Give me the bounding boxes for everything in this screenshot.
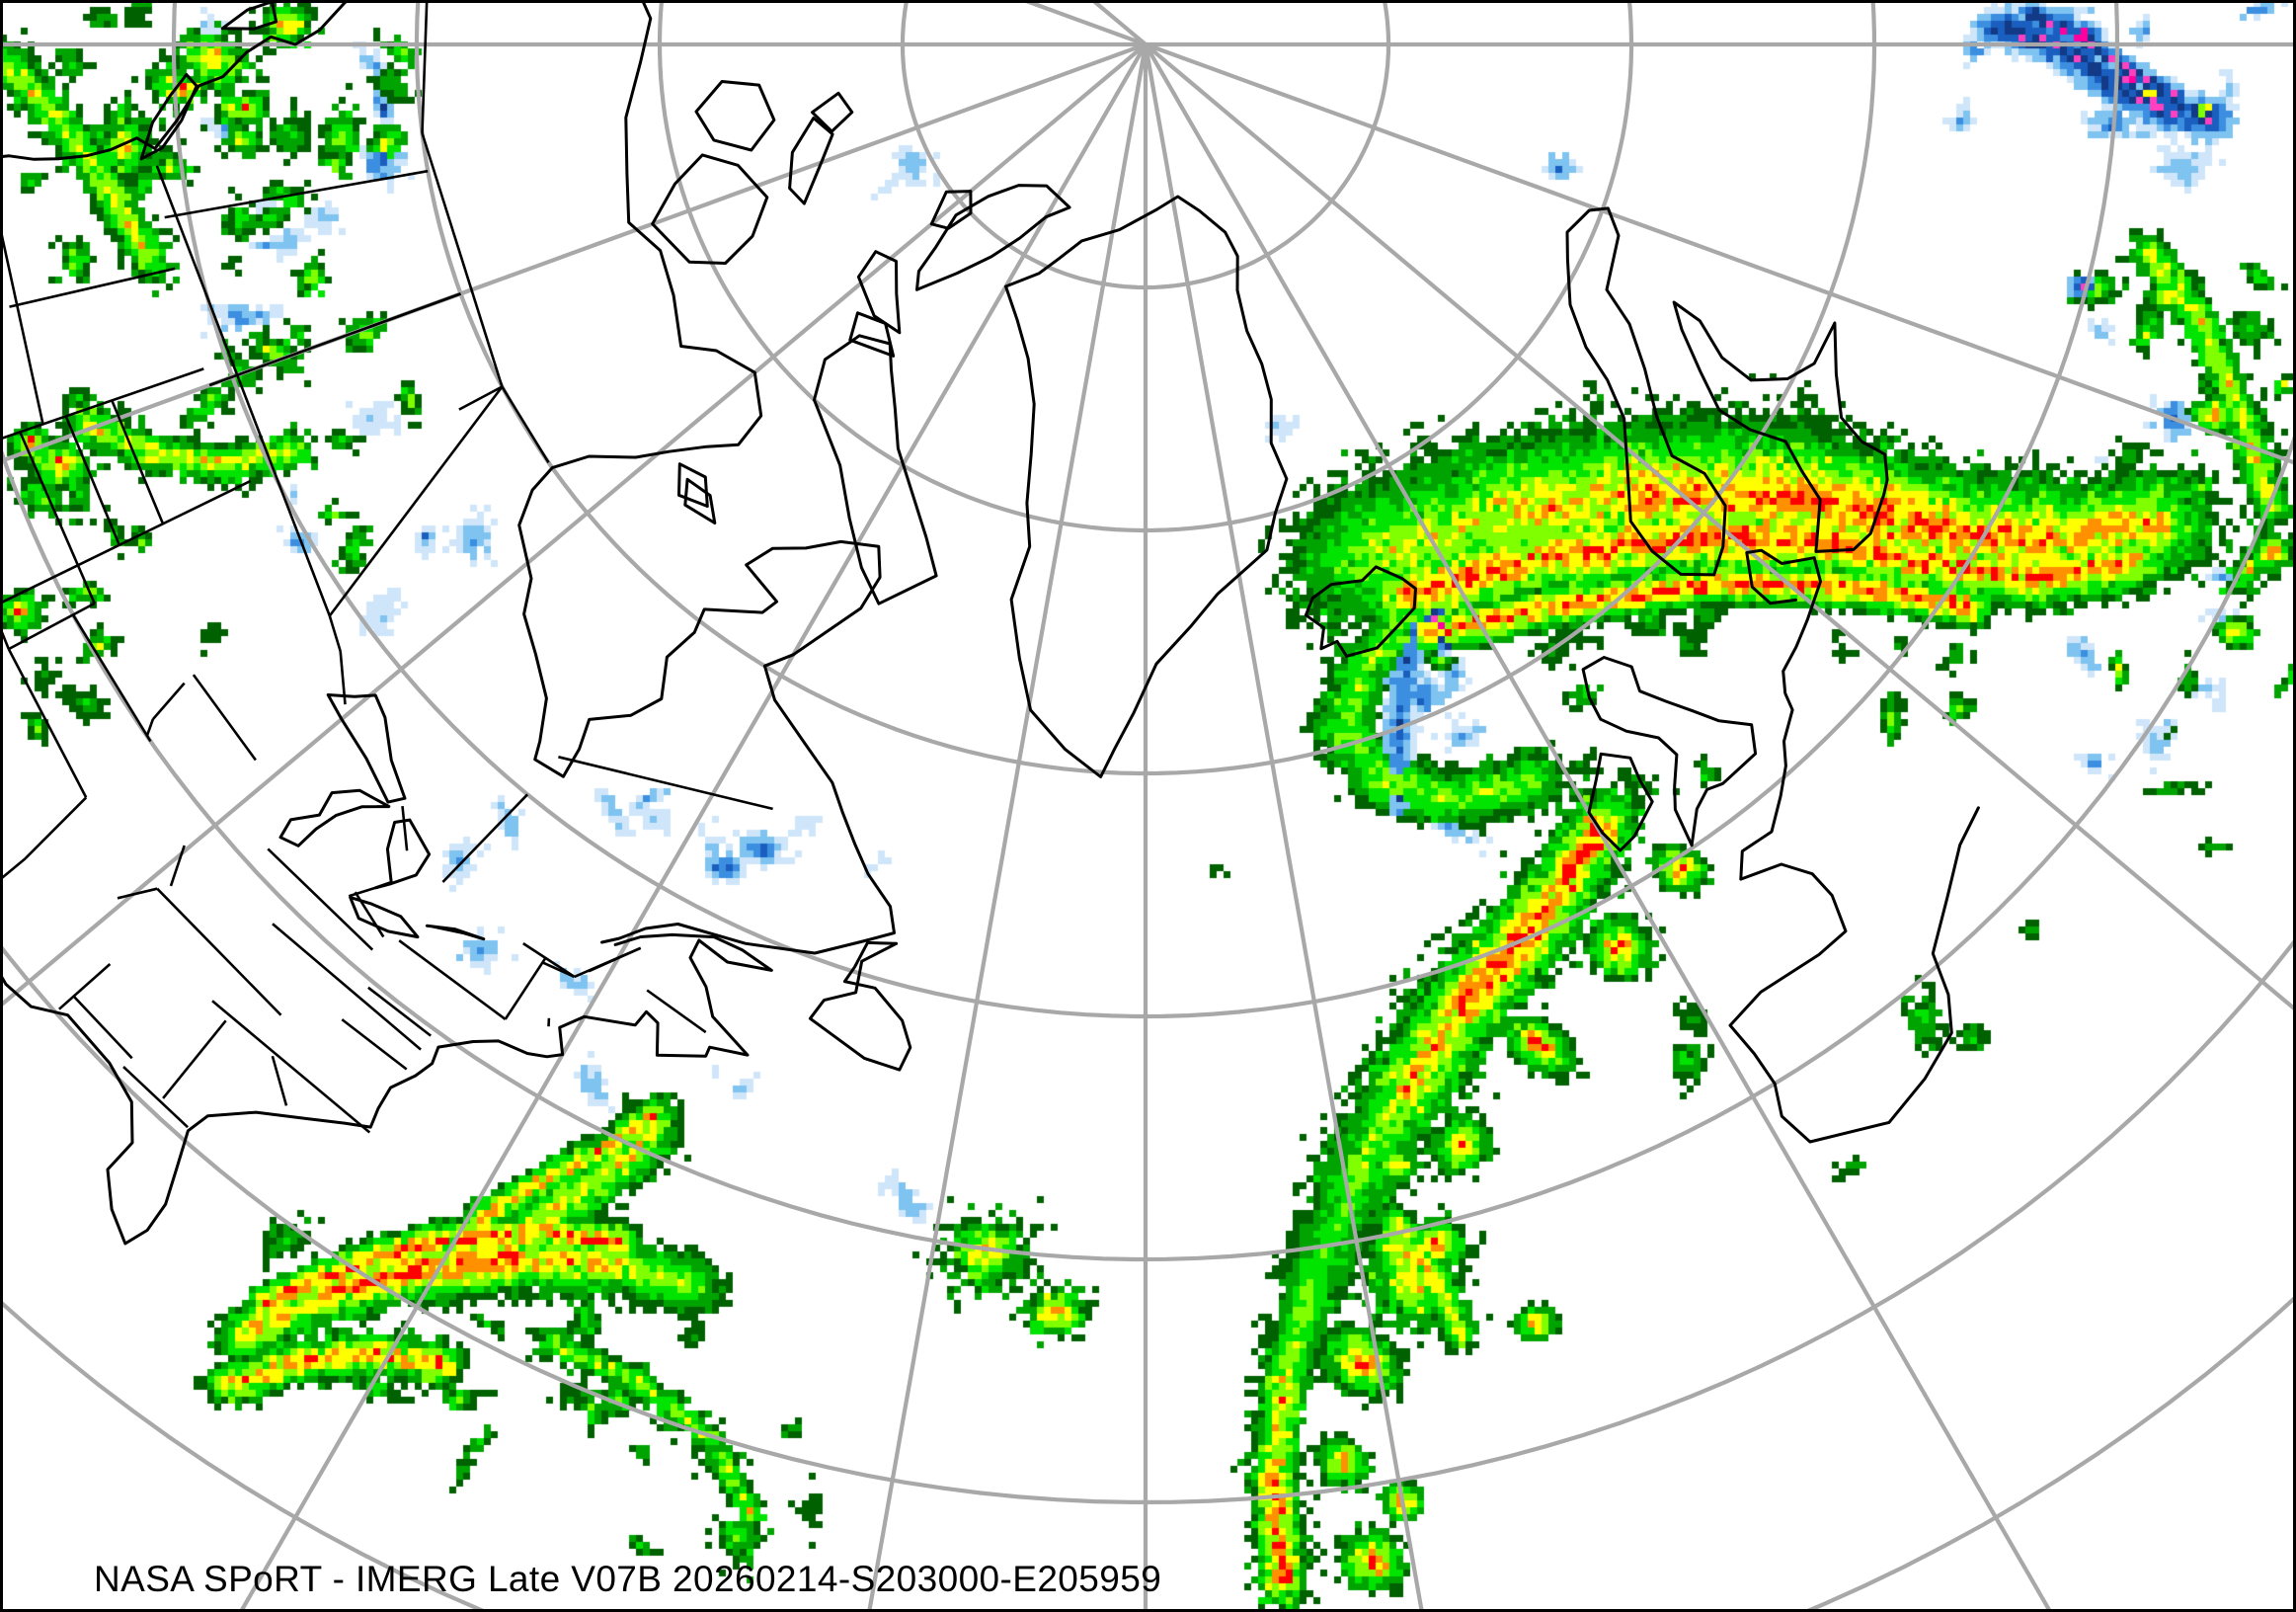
- coastline-greatlakes-erie: [349, 896, 420, 939]
- admin-border-30: [169, 845, 186, 887]
- meridian-line-10: [1144, 42, 2296, 1013]
- admin-border-21: [192, 674, 257, 762]
- admin-border-18: [7, 648, 88, 799]
- admin-border-4: [348, 886, 376, 898]
- admin-border-22: [151, 682, 186, 720]
- admin-border-12: [111, 399, 165, 524]
- admin-border-5: [354, 891, 385, 938]
- meridian-line--50: [867, 43, 1148, 1612]
- admin-border-8: [0, 367, 204, 441]
- admin-border-36: [421, 0, 429, 133]
- coastline-banks: [694, 80, 776, 152]
- admin-border-43: [558, 756, 773, 811]
- meridian-line--90: [0, 42, 1148, 1009]
- coastline-greenland: [1004, 195, 1289, 778]
- coastline-prince-patrick: [811, 91, 854, 133]
- admin-border-26: [156, 887, 282, 1016]
- latitude-line-40: [0, 427, 2296, 1262]
- meridian-line--10: [1144, 42, 2053, 1612]
- admin-border-3: [401, 805, 409, 851]
- admin-border-9: [9, 267, 176, 308]
- latitude-line-80: [900, 0, 1391, 290]
- coastline-ellesmere: [915, 184, 1071, 291]
- coastline-greatlakes-sup: [326, 693, 407, 804]
- admin-border-49: [341, 1018, 408, 1071]
- coastline-greatlakes-ont: [425, 924, 486, 941]
- coastline-melville: [788, 117, 834, 205]
- coastline-greatlakes-mich: [278, 788, 391, 847]
- coastline-vancouver-isl: [139, 73, 198, 161]
- admin-border-17: [71, 613, 152, 743]
- admin-border-11: [0, 479, 252, 605]
- coastline-axel: [929, 190, 973, 230]
- admin-border-53: [541, 961, 576, 979]
- admin-border-0: [155, 165, 332, 616]
- admin-border-2: [339, 651, 347, 705]
- latitude-line-70: [657, 0, 1634, 533]
- admin-border-14: [19, 431, 96, 604]
- admin-border-52: [504, 957, 547, 1020]
- product-caption: NASA SPoRT - IMERG Late V07B 20260214-S2…: [94, 1559, 1162, 1599]
- admin-border-31: [58, 963, 112, 1010]
- admin-border-29: [267, 847, 374, 951]
- latitude-line-30: [0, 935, 2296, 1505]
- admin-border-45: [646, 989, 707, 1034]
- coastline-sweden-balt: [1672, 300, 1889, 553]
- coastline-southampton: [677, 462, 709, 508]
- admin-border-6: [522, 942, 576, 978]
- coastline-stlawrence: [0, 932, 773, 1246]
- coastline-devon: [856, 250, 902, 335]
- admin-border-44: [441, 793, 529, 883]
- coastline-uk: [1581, 656, 1758, 847]
- admin-border-37: [421, 132, 504, 387]
- admin-border-1: [328, 615, 342, 652]
- admin-border-13: [64, 415, 121, 546]
- admin-border-32: [72, 995, 133, 1060]
- admin-border-46: [588, 946, 642, 973]
- admin-border-41: [164, 169, 429, 219]
- coastline-baffin-isl-n: [848, 311, 896, 358]
- coastline-bc-coast: [0, 0, 353, 161]
- coastline-denmark-de: [1728, 548, 1980, 1144]
- admin-border-47: [458, 385, 504, 411]
- admin-border-25: [117, 887, 158, 900]
- admin-border-28: [272, 923, 422, 1051]
- coastline-labrador-nf: [808, 940, 912, 1072]
- coastline-greatlakes-huron: [373, 818, 432, 890]
- admin-border-34: [271, 1055, 288, 1106]
- coastline-norway: [1565, 206, 1727, 577]
- admin-border-20: [145, 718, 155, 737]
- meridian-line--30: [1143, 43, 1424, 1612]
- admin-border-27: [211, 1000, 371, 1134]
- meridian-line-30: [1145, 42, 2296, 466]
- coastline-victoria: [651, 153, 769, 265]
- coastline-iceland: [1304, 565, 1417, 658]
- admin-border-23: [24, 796, 88, 860]
- coastline-queen-charlotte: [220, 0, 278, 31]
- coastline-baffin: [813, 334, 938, 605]
- admin-border-10: [0, 220, 44, 425]
- admin-border-48: [368, 292, 461, 329]
- coastline-hudson-isl: [683, 477, 717, 524]
- admin-border-39: [328, 385, 504, 617]
- admin-border-35: [162, 1019, 227, 1099]
- admin-border-38: [501, 385, 550, 463]
- meridian-line--70: [238, 42, 1148, 1612]
- coastline-nwt-coast: [517, 0, 896, 955]
- coastline-ireland: [1587, 752, 1654, 852]
- admin-border-51: [398, 939, 507, 1020]
- admin-border-33: [122, 1066, 189, 1129]
- admin-border-24: [0, 857, 27, 882]
- admin-border-16: [8, 602, 96, 651]
- admin-border-50: [367, 986, 432, 1037]
